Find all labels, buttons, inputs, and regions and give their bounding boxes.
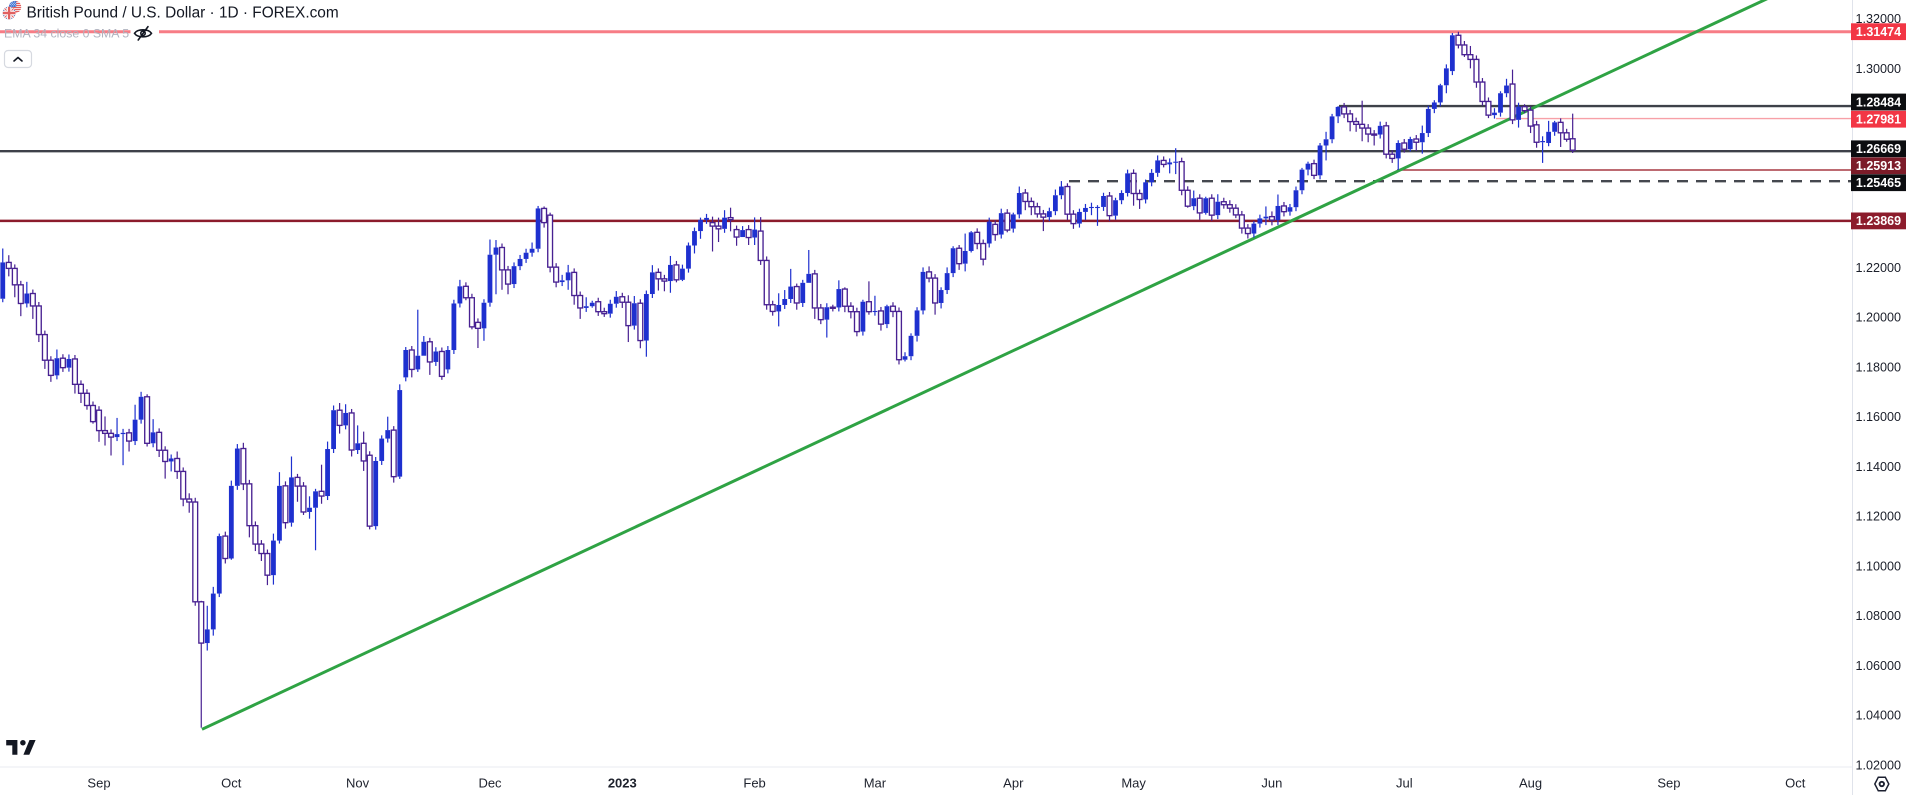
svg-text:1.12000: 1.12000 xyxy=(1856,510,1902,524)
svg-text:1.08000: 1.08000 xyxy=(1856,609,1902,623)
svg-text:1.02000: 1.02000 xyxy=(1856,758,1902,772)
svg-text:1.14000: 1.14000 xyxy=(1856,460,1902,474)
svg-text:1.22000: 1.22000 xyxy=(1856,261,1902,275)
svg-text:1.06000: 1.06000 xyxy=(1856,659,1902,673)
svg-text:Sep: Sep xyxy=(1657,776,1680,791)
svg-text:Dec: Dec xyxy=(478,776,502,791)
svg-text:1.32000: 1.32000 xyxy=(1856,12,1902,26)
svg-text:Sep: Sep xyxy=(87,776,110,791)
svg-text:1.23869: 1.23869 xyxy=(1856,214,1901,228)
svg-text:Apr: Apr xyxy=(1003,776,1024,791)
svg-text:1.26669: 1.26669 xyxy=(1856,142,1901,156)
svg-text:1.25465: 1.25465 xyxy=(1856,176,1901,190)
svg-text:1.04000: 1.04000 xyxy=(1856,709,1902,723)
svg-text:1.20000: 1.20000 xyxy=(1856,311,1902,325)
svg-text:Nov: Nov xyxy=(346,776,370,791)
svg-text:1.31474: 1.31474 xyxy=(1856,25,1901,39)
svg-text:EMA 34 close 0 SMA 5: EMA 34 close 0 SMA 5 xyxy=(4,27,129,41)
svg-text:Aug: Aug xyxy=(1519,776,1542,791)
svg-text:Feb: Feb xyxy=(743,776,765,791)
svg-text:Mar: Mar xyxy=(864,776,887,791)
svg-text:British Pound / U.S. Dollar ·: British Pound / U.S. Dollar · 1D · FOREX… xyxy=(27,5,339,22)
svg-text:Oct: Oct xyxy=(1785,776,1806,791)
svg-text:1.16000: 1.16000 xyxy=(1856,410,1902,424)
svg-text:1.30000: 1.30000 xyxy=(1856,62,1902,76)
svg-text:May: May xyxy=(1121,776,1146,791)
svg-text:1.27981: 1.27981 xyxy=(1856,113,1901,127)
svg-text:Jun: Jun xyxy=(1261,776,1282,791)
svg-text:Jul: Jul xyxy=(1396,776,1413,791)
svg-text:1.25913: 1.25913 xyxy=(1856,159,1901,173)
svg-text:2023: 2023 xyxy=(608,776,637,791)
svg-text:1.28484: 1.28484 xyxy=(1856,95,1901,109)
svg-text:Oct: Oct xyxy=(221,776,242,791)
svg-text:1.18000: 1.18000 xyxy=(1856,360,1902,374)
svg-text:1.10000: 1.10000 xyxy=(1856,559,1902,573)
